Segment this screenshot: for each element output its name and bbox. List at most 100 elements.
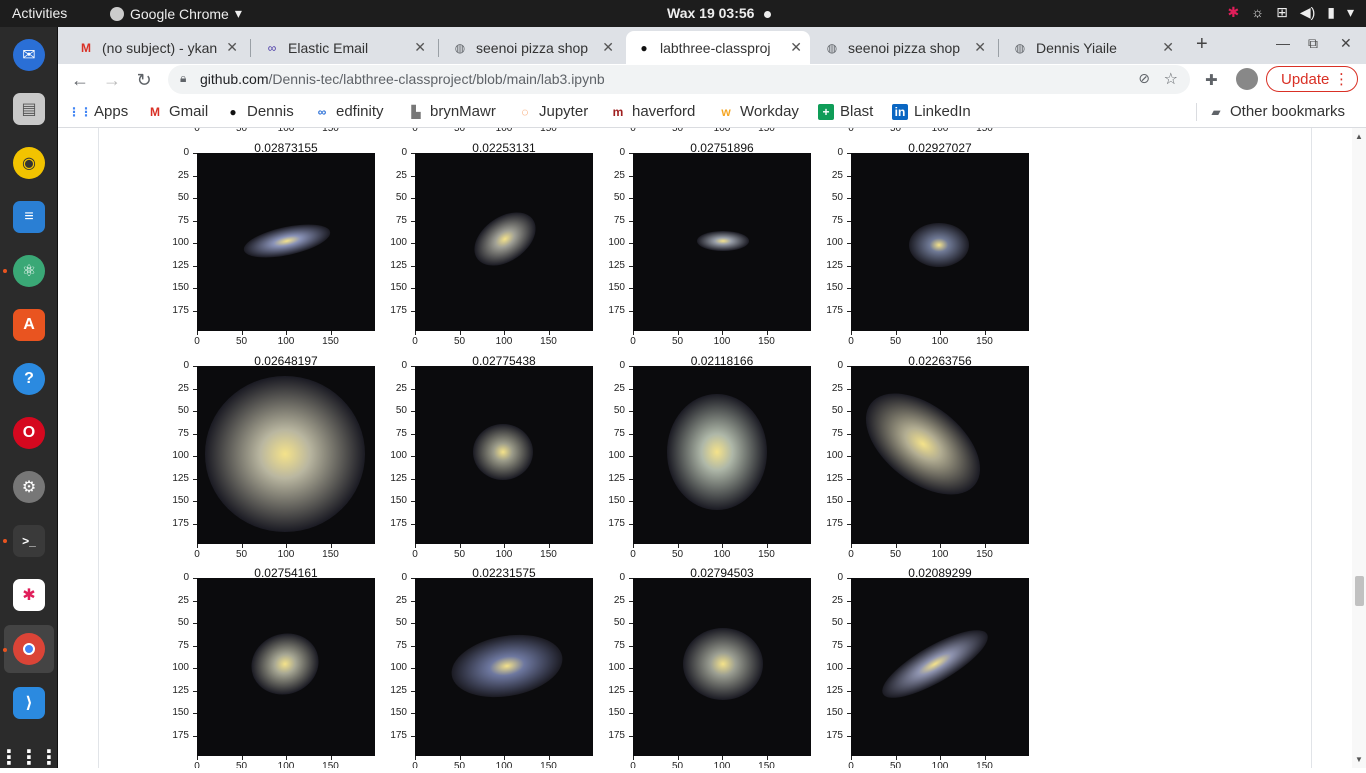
bookmark-workday[interactable]: w Workday	[718, 103, 799, 120]
battery-icon[interactable]: ▮	[1327, 4, 1335, 20]
y-tick-mark	[629, 713, 633, 714]
tracking-eye-icon[interactable]: ⊘	[1138, 70, 1150, 86]
files-icon[interactable]: ▤	[13, 93, 45, 125]
tab-elastic-email[interactable]: ∞ Elastic Email ✕	[254, 31, 434, 64]
new-tab-button[interactable]: +	[1196, 33, 1208, 55]
page-scrollbar[interactable]: ▲ ▼	[1352, 128, 1366, 768]
help-icon[interactable]: ?	[13, 363, 45, 395]
scroll-down-arrow-icon[interactable]: ▼	[1355, 755, 1363, 764]
libreoffice-writer-icon[interactable]: ≡	[13, 201, 45, 233]
tab-seenoi-pizza-1[interactable]: ◍ seenoi pizza shop ✕	[442, 31, 622, 64]
bookmark-star-icon[interactable]: ☆	[1163, 71, 1178, 88]
vscode-icon[interactable]: ⟩	[13, 687, 45, 719]
rhythmbox-icon[interactable]: ◉	[13, 147, 45, 179]
y-tick-mark	[193, 388, 197, 390]
settings-icon[interactable]: ⚙	[13, 471, 45, 503]
back-button[interactable]: ←	[71, 70, 89, 90]
activities-button[interactable]: Activities	[12, 5, 68, 21]
bookmark-dennis[interactable]: ● Dennis	[225, 103, 293, 120]
bookmark-haverford[interactable]: m haverford	[610, 103, 696, 120]
other-bookmarks[interactable]: ▰ Other bookmarks	[1208, 103, 1345, 120]
y-tick-label: 100	[390, 450, 407, 461]
y-tick-mark	[411, 388, 415, 390]
y-tick-mark	[411, 153, 415, 154]
y-tick-mark	[193, 501, 197, 502]
atom-icon[interactable]: ⚛	[13, 255, 45, 287]
x-tick-mark	[633, 756, 634, 760]
tab-gmail[interactable]: M (no subject) - ykan ✕	[68, 31, 246, 64]
opera-icon[interactable]: O	[13, 417, 45, 449]
x-tick-label: 100	[713, 549, 731, 560]
galaxy-blob	[464, 201, 546, 277]
y-tick-mark	[411, 310, 415, 312]
y-tick-mark	[411, 175, 415, 177]
bookmark-gmail[interactable]: M Gmail	[147, 103, 208, 120]
bookmark-jupyter[interactable]: ◌ Jupyter	[517, 103, 588, 120]
window-close-button[interactable]: ✕	[1340, 35, 1352, 51]
close-icon[interactable]: ✕	[1162, 39, 1174, 55]
y-tick-mark	[847, 478, 851, 480]
tab-seenoi-pizza-2[interactable]: ◍ seenoi pizza shop ✕	[814, 31, 994, 64]
slack-icon[interactable]: ✱	[13, 579, 45, 611]
bookmark-apps[interactable]: ⋮⋮ Apps	[68, 103, 128, 120]
bookmark-edfinity[interactable]: ∞ edfinity	[314, 103, 384, 120]
clock[interactable]: Wax 19 03:56	[667, 5, 772, 21]
app-menu[interactable]: Google Chrome ▾	[110, 5, 242, 22]
close-icon[interactable]: ✕	[790, 39, 802, 55]
globe-icon: ◍	[1014, 40, 1026, 55]
y-tick-label: 150	[172, 495, 189, 506]
y-tick-mark	[193, 456, 197, 457]
address-bar[interactable]: 🔒︎ github.com/Dennis-tec/labthree-classp…	[168, 65, 1190, 94]
bookmark-blast[interactable]: + Blast	[818, 103, 873, 120]
galaxy-blob	[473, 424, 533, 480]
software-center-icon[interactable]: A	[13, 309, 45, 341]
close-icon[interactable]: ✕	[226, 39, 238, 55]
slack-tray-icon[interactable]: ✱	[1227, 4, 1240, 20]
close-icon[interactable]: ✕	[602, 39, 614, 55]
tab-title: labthree-classproj	[660, 39, 771, 56]
y-tick-label: 25	[831, 382, 843, 394]
y-tick-mark	[629, 265, 633, 267]
y-tick-label: 75	[613, 214, 625, 226]
x-tick-label: 150	[976, 761, 993, 768]
show-applications-icon[interactable]: ⋮⋮⋮	[0, 746, 59, 769]
x-tick-label: 100	[495, 761, 513, 768]
galaxy-image	[851, 578, 1029, 756]
x-tick-label: 0	[412, 761, 418, 768]
scrollbar-thumb[interactable]	[1355, 576, 1364, 606]
panel-title: 0.02873155	[254, 141, 318, 155]
profile-avatar[interactable]	[1236, 68, 1258, 90]
bookmark-linkedin[interactable]: in LinkedIn	[892, 103, 971, 120]
close-icon[interactable]: ✕	[974, 39, 986, 55]
volume-icon[interactable]: ◀)	[1299, 4, 1316, 20]
update-button[interactable]: Update ⋮	[1266, 66, 1358, 92]
y-tick-mark	[411, 668, 415, 669]
y-tick-label: 25	[831, 169, 843, 181]
tab-labthree-classproject[interactable]: ● labthree-classproj ✕	[626, 31, 810, 64]
power-menu-icon[interactable]: ▾	[1346, 4, 1354, 20]
lock-icon[interactable]: 🔒︎	[180, 71, 187, 85]
reload-button[interactable]: ↻	[136, 70, 152, 90]
terminal-icon[interactable]: >_	[13, 525, 45, 557]
thunderbird-icon[interactable]: ✉	[13, 39, 45, 71]
forward-button[interactable]: →	[103, 70, 121, 90]
scroll-up-arrow-icon[interactable]: ▲	[1355, 132, 1363, 141]
y-tick-label: 125	[608, 684, 625, 696]
y-tick-mark	[411, 735, 415, 737]
y-tick-label: 175	[172, 517, 189, 529]
brightness-icon[interactable]: ☼	[1251, 4, 1265, 20]
tab-dennis-yiaile[interactable]: ◍ Dennis Yiaile ✕	[1002, 31, 1182, 64]
system-tray[interactable]: ✱ ☼ ⊞ ◀) ▮ ▾	[1228, 4, 1355, 21]
galaxy-image	[851, 366, 1029, 544]
chrome-icon[interactable]	[13, 633, 45, 665]
minimize-button[interactable]: —	[1276, 35, 1290, 51]
y-tick-mark	[193, 433, 197, 435]
extensions-puzzle-icon[interactable]: ✚	[1205, 72, 1218, 89]
close-icon[interactable]: ✕	[414, 39, 426, 55]
y-tick-label: 125	[172, 259, 189, 271]
network-icon[interactable]: ⊞	[1276, 4, 1288, 20]
tab-title: Elastic Email	[288, 39, 369, 56]
bookmark-brynmawr[interactable]: ▙ brynMawr	[408, 103, 495, 120]
y-tick-label: 175	[390, 729, 407, 741]
restore-button[interactable]: ⧉	[1308, 35, 1318, 51]
